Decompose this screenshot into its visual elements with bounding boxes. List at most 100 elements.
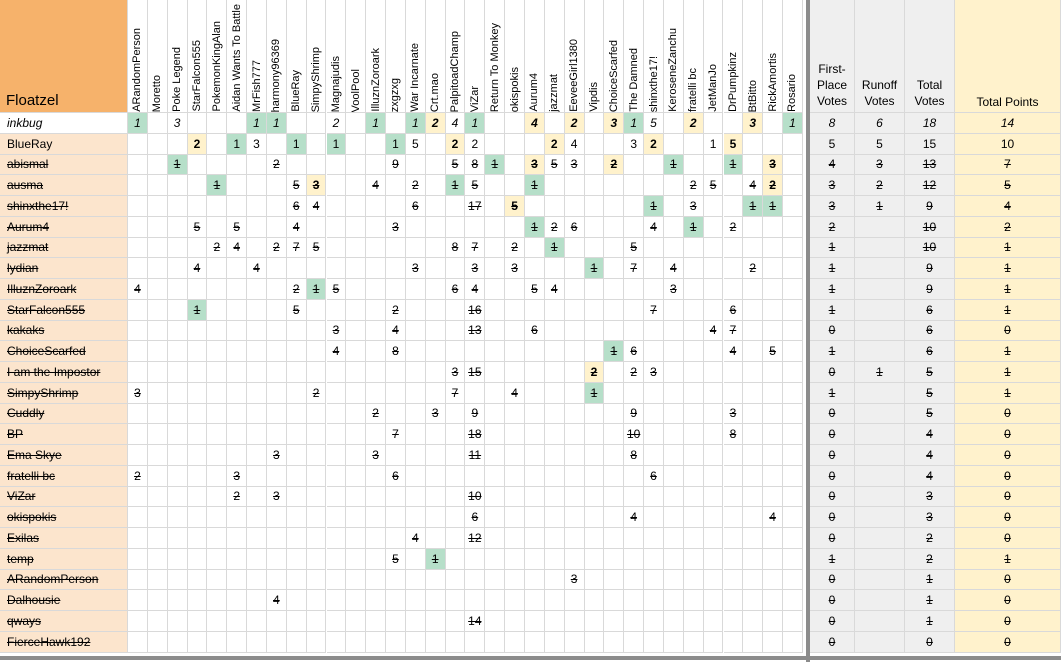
ballot-cell[interactable]: 7	[286, 237, 307, 259]
ballot-cell[interactable]	[465, 341, 486, 362]
ballot-cell[interactable]	[485, 320, 506, 342]
ballot-cell[interactable]	[266, 175, 287, 196]
ballot-cell[interactable]	[167, 216, 188, 238]
ballot-cell[interactable]: 2	[644, 133, 664, 155]
ballot-cell[interactable]	[346, 216, 367, 238]
ballot-cell[interactable]	[584, 445, 605, 466]
ballot-cell[interactable]	[128, 548, 148, 570]
candidate-name-cell[interactable]: temp	[0, 548, 128, 570]
ballot-cell[interactable]: 1	[723, 154, 744, 176]
summary-value-cell[interactable]: 1	[955, 548, 1061, 570]
ballot-cell[interactable]	[147, 631, 168, 653]
ballot-cell[interactable]	[425, 196, 446, 217]
ballot-cell[interactable]	[326, 175, 347, 196]
ballot-cell[interactable]	[187, 403, 208, 425]
ballot-cell[interactable]	[465, 382, 486, 404]
ballot-cell[interactable]	[604, 175, 625, 196]
ballot-cell[interactable]: 10	[465, 486, 486, 508]
ballot-cell[interactable]	[763, 133, 784, 155]
ballot-cell[interactable]	[584, 507, 605, 528]
ballot-cell[interactable]	[128, 341, 148, 362]
ballot-cell[interactable]	[425, 175, 446, 196]
ballot-cell[interactable]	[683, 611, 704, 632]
ballot-cell[interactable]: 2	[723, 216, 744, 238]
summary-value-cell[interactable]	[855, 258, 905, 279]
ballot-cell[interactable]	[485, 507, 506, 528]
ballot-cell[interactable]: 5	[525, 279, 545, 300]
ballot-cell[interactable]	[366, 258, 387, 279]
ballot-cell[interactable]: 3	[683, 196, 704, 217]
ballot-cell[interactable]	[683, 320, 704, 342]
ballot-cell[interactable]: 3	[564, 569, 585, 591]
ballot-cell[interactable]	[783, 424, 803, 445]
ballot-cell[interactable]	[624, 548, 645, 570]
summary-value-cell[interactable]: 14	[955, 113, 1061, 134]
ballot-cell[interactable]	[663, 590, 684, 611]
ballot-cell[interactable]	[147, 507, 168, 528]
ballot-cell[interactable]	[346, 403, 367, 425]
ballot-cell[interactable]	[465, 569, 486, 591]
ballot-cell[interactable]	[445, 299, 466, 321]
ballot-cell[interactable]: 4	[266, 590, 287, 611]
ballot-cell[interactable]	[405, 299, 426, 321]
ballot-cell[interactable]	[366, 631, 387, 653]
ballot-cell[interactable]	[167, 445, 188, 466]
ballot-cell[interactable]	[544, 403, 565, 425]
summary-value-cell[interactable]: 8	[810, 113, 855, 134]
ballot-cell[interactable]: 4	[187, 258, 208, 279]
summary-value-cell[interactable]: 5	[905, 382, 955, 404]
ballot-cell[interactable]	[683, 341, 704, 362]
ballot-cell[interactable]	[326, 362, 347, 383]
ballot-cell[interactable]	[147, 424, 168, 445]
ballot-cell[interactable]	[584, 569, 605, 591]
ballot-cell[interactable]: 13	[465, 320, 486, 342]
ballot-cell[interactable]	[147, 382, 168, 404]
ballot-cell[interactable]	[445, 403, 466, 425]
voter-header-cell[interactable]: SimpyShrimp	[306, 0, 327, 113]
ballot-cell[interactable]	[783, 258, 803, 279]
ballot-cell[interactable]	[723, 237, 744, 259]
ballot-cell[interactable]	[544, 569, 565, 591]
ballot-cell[interactable]	[346, 196, 367, 217]
ballot-cell[interactable]	[783, 631, 803, 653]
ballot-cell[interactable]: 1	[366, 113, 387, 134]
ballot-cell[interactable]: 5	[227, 216, 248, 238]
ballot-cell[interactable]	[743, 465, 764, 487]
ballot-cell[interactable]: 4	[465, 279, 486, 300]
summary-value-cell[interactable]	[855, 528, 905, 549]
ballot-cell[interactable]: 2	[207, 237, 228, 259]
ballot-cell[interactable]: 6	[564, 216, 585, 238]
ballot-cell[interactable]: 14	[465, 611, 486, 632]
ballot-cell[interactable]	[703, 569, 724, 591]
ballot-cell[interactable]	[366, 237, 387, 259]
ballot-cell[interactable]	[366, 341, 387, 362]
ballot-cell[interactable]	[624, 631, 645, 653]
ballot-cell[interactable]: 1	[624, 113, 645, 134]
ballot-cell[interactable]	[386, 279, 406, 300]
ballot-cell[interactable]	[663, 299, 684, 321]
ballot-cell[interactable]	[247, 154, 267, 176]
ballot-cell[interactable]	[703, 548, 724, 570]
ballot-cell[interactable]	[544, 258, 565, 279]
ballot-cell[interactable]	[544, 528, 565, 549]
ballot-cell[interactable]	[386, 528, 406, 549]
ballot-cell[interactable]	[723, 362, 744, 383]
ballot-cell[interactable]: 6	[624, 341, 645, 362]
ballot-cell[interactable]	[326, 590, 347, 611]
ballot-cell[interactable]	[266, 528, 287, 549]
ballot-cell[interactable]	[584, 631, 605, 653]
summary-value-cell[interactable]: 4	[810, 154, 855, 176]
ballot-cell[interactable]	[227, 631, 248, 653]
ballot-cell[interactable]	[386, 631, 406, 653]
voter-header-cell[interactable]: jazzmat	[544, 0, 565, 113]
ballot-cell[interactable]	[207, 611, 228, 632]
ballot-cell[interactable]: 1	[128, 113, 148, 134]
ballot-cell[interactable]	[445, 424, 466, 445]
ballot-cell[interactable]	[663, 320, 684, 342]
ballot-cell[interactable]	[128, 196, 148, 217]
ballot-cell[interactable]	[624, 216, 645, 238]
ballot-cell[interactable]	[286, 548, 307, 570]
ballot-cell[interactable]	[505, 631, 525, 653]
ballot-cell[interactable]	[286, 465, 307, 487]
ballot-cell[interactable]	[624, 175, 645, 196]
